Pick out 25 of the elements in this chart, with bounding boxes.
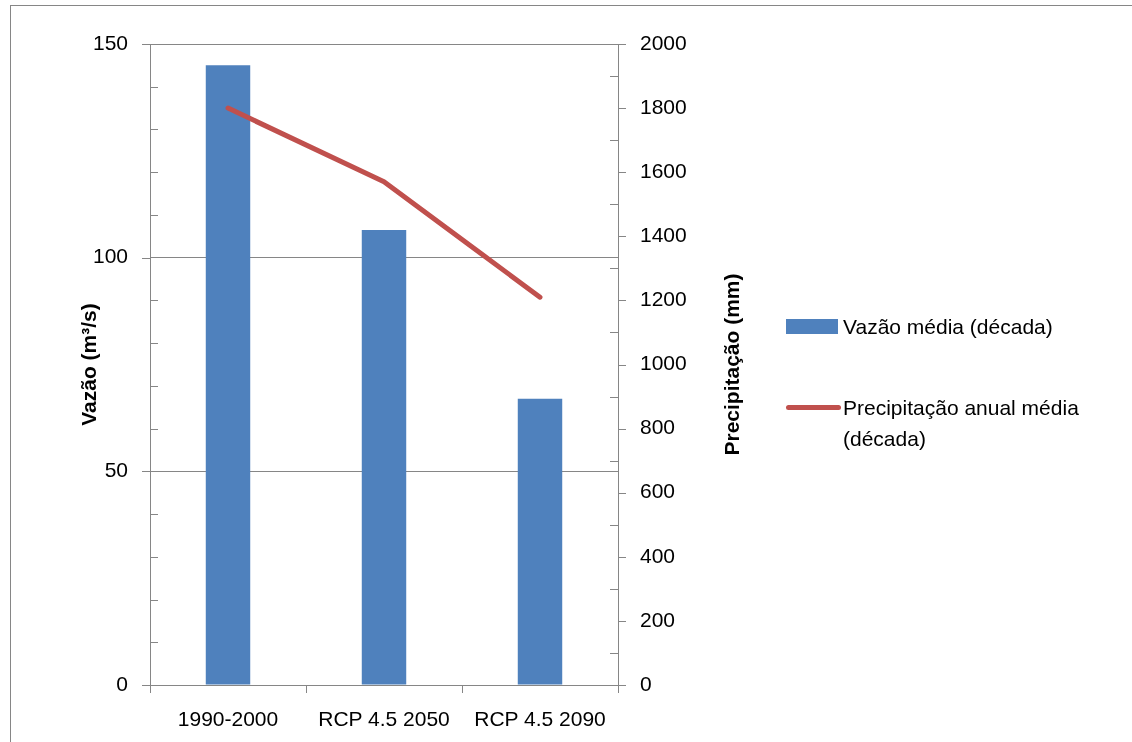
y2-tick-label: 2000 bbox=[640, 30, 687, 54]
y2-tick-label: 600 bbox=[640, 479, 676, 503]
y-tick-label: 100 bbox=[92, 244, 128, 268]
y2-tick-label: 1000 bbox=[640, 351, 687, 375]
y2-tick-label: 1400 bbox=[640, 223, 687, 247]
y-tick-label: 150 bbox=[92, 30, 128, 54]
y-tick-label: 0 bbox=[116, 671, 128, 695]
legend-label: Vazão média (década) bbox=[843, 313, 1053, 340]
legend-label: Precipitação anual média (década) bbox=[843, 394, 1080, 452]
x-tick-label: RCP 4.5 2050 bbox=[318, 707, 450, 731]
y2-tick-label: 400 bbox=[640, 543, 676, 567]
y2-axis-title: Precipitação (mm) bbox=[719, 273, 743, 456]
y2-tick-label: 1800 bbox=[640, 94, 687, 118]
y2-tick-label: 0 bbox=[640, 671, 652, 695]
bar bbox=[517, 398, 563, 685]
y2-tick-label: 1600 bbox=[640, 159, 687, 182]
y2-tick-label: 800 bbox=[640, 415, 676, 439]
bar bbox=[205, 65, 251, 685]
x-tick-label: RCP 4.5 2090 bbox=[474, 707, 606, 731]
y-axis-title: Vazão (m³/s) bbox=[76, 303, 100, 426]
y-tick-label: 50 bbox=[104, 458, 128, 482]
bar bbox=[361, 229, 407, 685]
y2-tick-label: 200 bbox=[640, 607, 676, 631]
y2-tick-label: 1200 bbox=[640, 287, 687, 311]
x-tick-label: 1990-2000 bbox=[177, 707, 279, 731]
